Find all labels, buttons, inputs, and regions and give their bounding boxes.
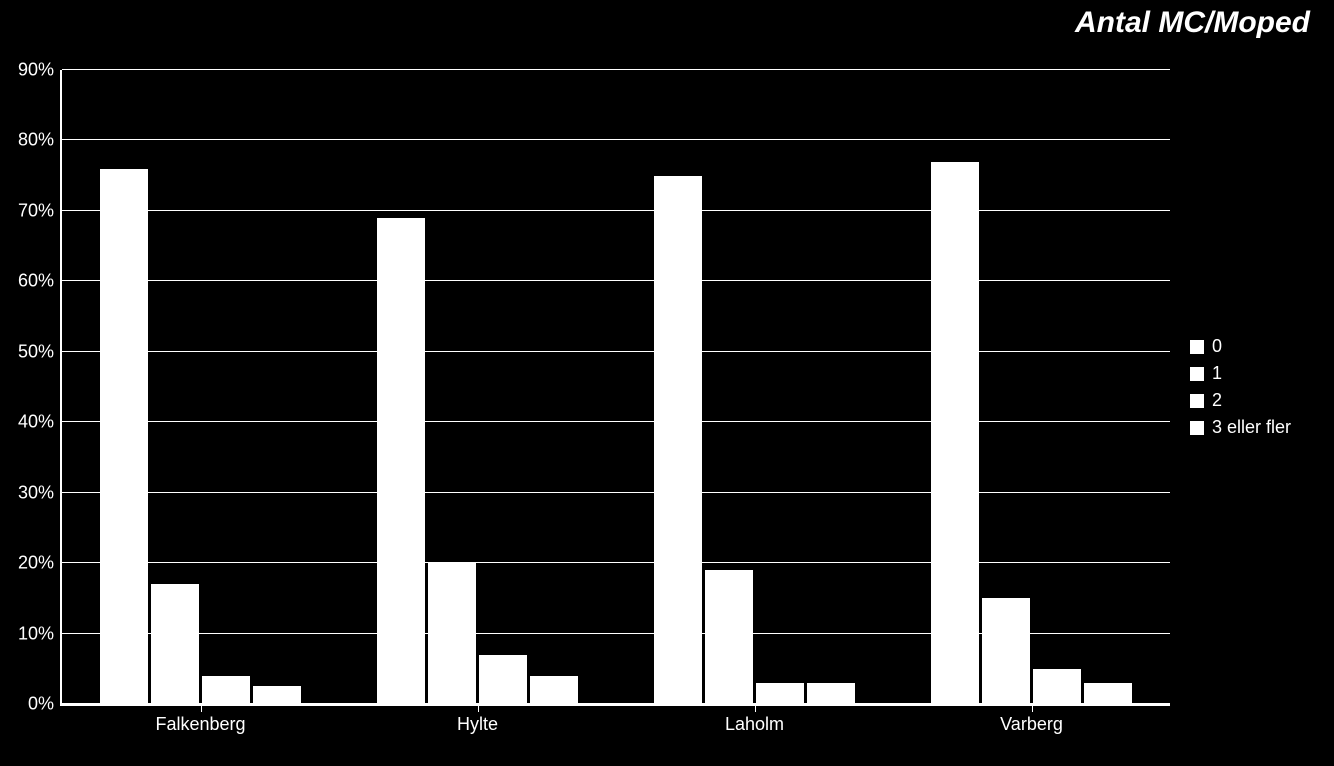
legend-swatch-icon [1190, 340, 1204, 354]
plot-area: 0% 10% 20% 30% 40% 50% 60% 70% 80% 90% [60, 70, 1170, 706]
group-falkenberg: Falkenberg [62, 70, 339, 704]
legend-label: 3 eller fler [1212, 417, 1291, 438]
group-laholm: Laholm [616, 70, 893, 704]
legend-label: 2 [1212, 390, 1222, 411]
x-axis-label: Varberg [893, 704, 1170, 735]
y-axis-label: 80% [18, 130, 62, 151]
bar [931, 162, 979, 704]
y-axis-label: 20% [18, 553, 62, 574]
bar [253, 686, 301, 704]
x-axis-label: Hylte [339, 704, 616, 735]
bars [616, 70, 893, 704]
bar [479, 655, 527, 704]
x-axis-label: Falkenberg [62, 704, 339, 735]
bar [377, 218, 425, 704]
bar [1084, 683, 1132, 704]
y-axis-label: 90% [18, 60, 62, 81]
chart-title: Antal MC/Moped [1075, 6, 1310, 40]
legend: 0 1 2 3 eller fler [1190, 330, 1291, 444]
bars [62, 70, 339, 704]
y-axis-label: 60% [18, 271, 62, 292]
y-axis-label: 70% [18, 200, 62, 221]
group-varberg: Varberg [893, 70, 1170, 704]
bar [100, 169, 148, 704]
bar [756, 683, 804, 704]
bar [530, 676, 578, 704]
y-axis-label: 30% [18, 482, 62, 503]
bar [654, 176, 702, 704]
y-axis-label: 40% [18, 412, 62, 433]
legend-label: 1 [1212, 363, 1222, 384]
bar [202, 676, 250, 704]
bars [339, 70, 616, 704]
x-axis-label: Laholm [616, 704, 893, 735]
legend-swatch-icon [1190, 421, 1204, 435]
bar [807, 683, 855, 704]
legend-item: 0 [1190, 336, 1291, 357]
chart-container: Antal MC/Moped 0% 10% 20% 30% 40% 50% 60… [0, 0, 1334, 766]
legend-item: 1 [1190, 363, 1291, 384]
y-axis-label: 0% [28, 694, 62, 715]
bar [705, 570, 753, 704]
y-axis-label: 10% [18, 623, 62, 644]
y-axis-label: 50% [18, 341, 62, 362]
bar-groups: Falkenberg Hylte [62, 70, 1170, 704]
bar [1033, 669, 1081, 704]
bars [893, 70, 1170, 704]
legend-swatch-icon [1190, 394, 1204, 408]
legend-label: 0 [1212, 336, 1222, 357]
bar [428, 563, 476, 704]
legend-item: 3 eller fler [1190, 417, 1291, 438]
bar [151, 584, 199, 704]
group-hylte: Hylte [339, 70, 616, 704]
bar [982, 598, 1030, 704]
legend-item: 2 [1190, 390, 1291, 411]
legend-swatch-icon [1190, 367, 1204, 381]
